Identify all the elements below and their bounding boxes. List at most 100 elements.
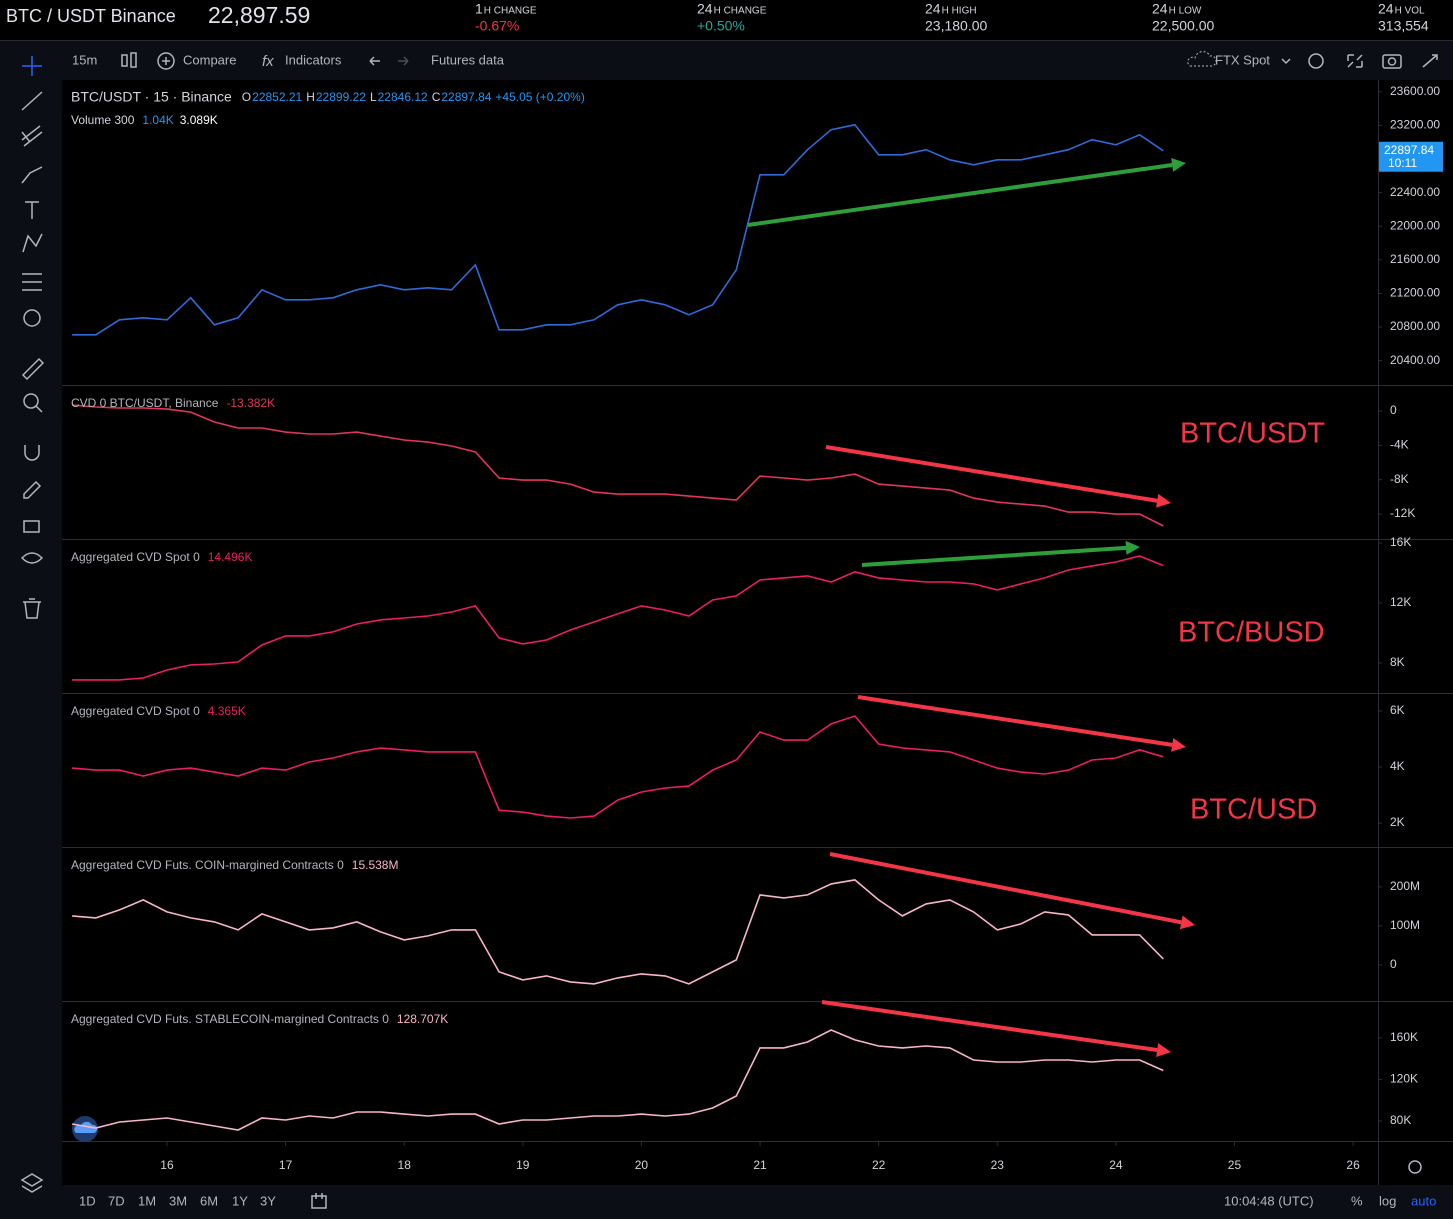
trend-arrow	[825, 445, 1158, 503]
range-button[interactable]: 1M	[138, 1193, 156, 1208]
range-button[interactable]: 7D	[108, 1193, 125, 1208]
goto-date-icon[interactable]	[311, 1193, 327, 1209]
trend-arrow	[857, 695, 1173, 747]
log-toggle[interactable]: log	[1379, 1193, 1396, 1208]
popout-icon[interactable]	[1422, 54, 1438, 68]
y-tick-label: -12K	[1390, 506, 1415, 520]
y-tick-label: 23600.00	[1390, 84, 1440, 98]
series-line	[72, 715, 1164, 819]
ohlc-label: H	[306, 90, 315, 104]
zoom-tool[interactable]	[23, 393, 39, 409]
compare-icon	[162, 57, 170, 65]
fullscreen-icon[interactable]	[1347, 54, 1363, 68]
y-tick-label: 16K	[1390, 535, 1411, 549]
pane-title: Aggregated CVD Futs. STABLECOIN-margined…	[71, 1012, 389, 1026]
ohlc-value: 22852.21	[252, 90, 302, 104]
y-tick-label: 23200.00	[1390, 118, 1440, 132]
pane-title: BTC/USDT · 15 · Binance	[71, 89, 232, 105]
fx-icon[interactable]: fx	[262, 53, 274, 70]
interval[interactable]: 15m	[72, 52, 97, 67]
y-tick-label: 80K	[1390, 1113, 1411, 1127]
volume-value: 1.04K	[142, 113, 173, 127]
pane-title: Aggregated CVD Spot 0	[71, 550, 200, 564]
percent-toggle[interactable]: %	[1351, 1193, 1363, 1208]
chevron	[1281, 58, 1291, 65]
futures-button[interactable]: Futures data	[431, 52, 505, 67]
pane-value: 128.707K	[397, 1012, 448, 1026]
hide-tool[interactable]	[20, 552, 44, 564]
range-button[interactable]: 1Y	[232, 1193, 248, 1208]
arrow-head	[1125, 540, 1140, 555]
arrow-head	[1179, 915, 1195, 930]
y-tick-label: 2K	[1390, 815, 1405, 829]
range-button[interactable]: 3M	[169, 1193, 187, 1208]
indicators-button[interactable]: Indicators	[285, 52, 342, 67]
y-tick-label: 160K	[1390, 1030, 1418, 1044]
series-line	[72, 555, 1164, 681]
stat-period: 24	[1152, 1, 1168, 17]
prediction-tool[interactable]	[22, 273, 42, 291]
y-tick-label: 20400.00	[1390, 353, 1440, 367]
magnet-tool[interactable]	[24, 445, 40, 461]
text-tool[interactable]	[25, 201, 39, 219]
undo-icon[interactable]	[369, 56, 380, 66]
lock-draw-tool[interactable]	[23, 480, 42, 499]
cloud-icon	[1187, 51, 1217, 67]
ohlc-value: 22846.12	[378, 90, 428, 104]
candle-icon[interactable]	[121, 52, 137, 68]
stat-value: +0.50%	[697, 18, 745, 34]
ohlc-value: 22897.84	[441, 90, 491, 104]
ruler-tool[interactable]	[21, 357, 45, 381]
range-button[interactable]: 3Y	[260, 1193, 276, 1208]
arrow-head	[1171, 737, 1186, 752]
lock-tool[interactable]	[23, 520, 40, 533]
pane-value: 15.538M	[352, 858, 399, 872]
trendline-tool[interactable]	[21, 91, 43, 111]
x-tick-label: 20	[635, 1158, 649, 1172]
stat-label: H LOW	[1169, 6, 1202, 17]
pane-value: 14.496K	[208, 550, 253, 564]
x-tick-label: 21	[753, 1158, 767, 1172]
stat-label: H HIGH	[942, 6, 977, 17]
stat-period: 24	[925, 1, 941, 17]
ohlc-label: O	[242, 90, 251, 104]
brush-tool[interactable]	[21, 166, 43, 184]
left-toolbar	[0, 41, 62, 1219]
camera-icon[interactable]	[1382, 54, 1402, 69]
arrow-head	[1156, 1043, 1171, 1057]
camera-lens	[1387, 57, 1397, 66]
icon	[121, 54, 128, 67]
y-tick-label: 100M	[1390, 918, 1420, 932]
pattern-tool[interactable]	[22, 233, 43, 253]
range-button[interactable]: 1D	[79, 1193, 96, 1208]
series-line	[72, 879, 1164, 985]
compare-icon[interactable]	[157, 52, 175, 70]
source-select[interactable]: FTX Spot	[1215, 52, 1270, 67]
volume-value: 3.089K	[180, 113, 218, 127]
stat-period: 1	[475, 1, 483, 17]
series-line	[72, 404, 1164, 527]
stat-value: -0.67%	[475, 18, 519, 34]
interval-button[interactable]: 15m	[72, 52, 97, 67]
axis-settings[interactable]	[1408, 1160, 1422, 1174]
settings-icon[interactable]	[1308, 53, 1324, 69]
range-button[interactable]: 6M	[200, 1193, 218, 1208]
change: +45.05 (+0.20%)	[495, 90, 584, 104]
compare-button[interactable]: Compare	[183, 52, 236, 67]
emoji-tool[interactable]	[23, 309, 41, 327]
crosshair-tool[interactable]	[22, 56, 42, 76]
layers-icon[interactable]	[20, 1173, 44, 1193]
annotation: BTC/USDT	[1180, 418, 1325, 450]
x-tick-label: 17	[279, 1158, 293, 1172]
y-tick-label: -4K	[1390, 438, 1409, 452]
fib-tool[interactable]	[21, 125, 43, 147]
auto-toggle[interactable]: auto	[1411, 1193, 1436, 1208]
delete-tool[interactable]	[23, 598, 41, 619]
zoom-handle	[35, 405, 43, 413]
y-tick-label: 0	[1390, 957, 1397, 971]
bottom-toolbar	[0, 1185, 1453, 1219]
series-line	[71, 1029, 1164, 1131]
